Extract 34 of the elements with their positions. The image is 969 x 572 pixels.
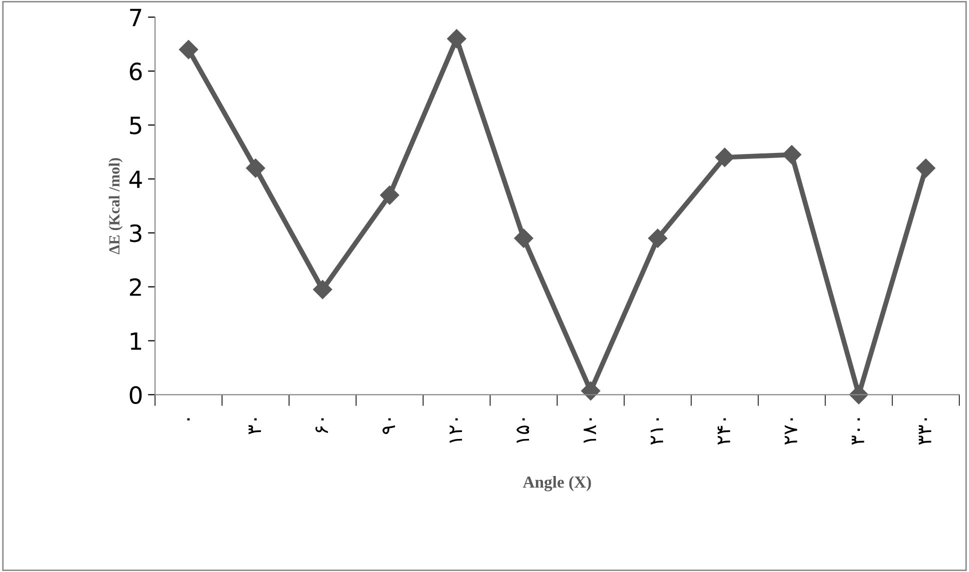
y-tick-label: 4 xyxy=(129,170,142,188)
point xyxy=(916,158,936,178)
x-tick-label: ۳۳۰ xyxy=(918,418,932,445)
x-tick-label: ۹۰ xyxy=(382,418,395,434)
point xyxy=(581,381,600,400)
x-axis-title: Angle (X) xyxy=(522,476,591,492)
point xyxy=(447,29,466,48)
x-tick-label: ۲۱۰ xyxy=(650,418,664,445)
point xyxy=(179,40,198,60)
point xyxy=(380,186,400,205)
y-tick-label: 6 xyxy=(130,62,142,80)
x-tick-label: ۳۰۰ xyxy=(852,418,864,445)
x-tick-label: ۶۰ xyxy=(316,418,328,434)
x-tick-label: ۲۷۰ xyxy=(784,418,798,445)
point xyxy=(313,280,332,300)
x-tick-label: ۱۸۰ xyxy=(584,418,596,443)
point xyxy=(648,228,668,248)
y-tick-label: 2 xyxy=(130,278,141,296)
point xyxy=(715,148,734,167)
x-tick-label: ۲۴۰ xyxy=(718,418,730,445)
y-tick-label: 0 xyxy=(130,386,142,404)
y-tick-label: 3 xyxy=(130,224,142,242)
x-tick-label: ۰ xyxy=(187,418,190,420)
point xyxy=(514,228,534,248)
point xyxy=(246,158,266,178)
x-tick-label: ۱۲۰ xyxy=(450,418,462,443)
point xyxy=(782,145,802,164)
x-tick-label: ۳۰ xyxy=(248,418,261,434)
y-tick-label: 7 xyxy=(130,8,142,26)
y-axis-title: ΔE (Kcal /mol) xyxy=(108,158,123,254)
y-tick-label: 5 xyxy=(130,116,142,134)
x-tick-label: ۱۵۰ xyxy=(516,418,530,443)
point xyxy=(849,385,868,404)
y-tick-label: 1 xyxy=(130,332,142,350)
